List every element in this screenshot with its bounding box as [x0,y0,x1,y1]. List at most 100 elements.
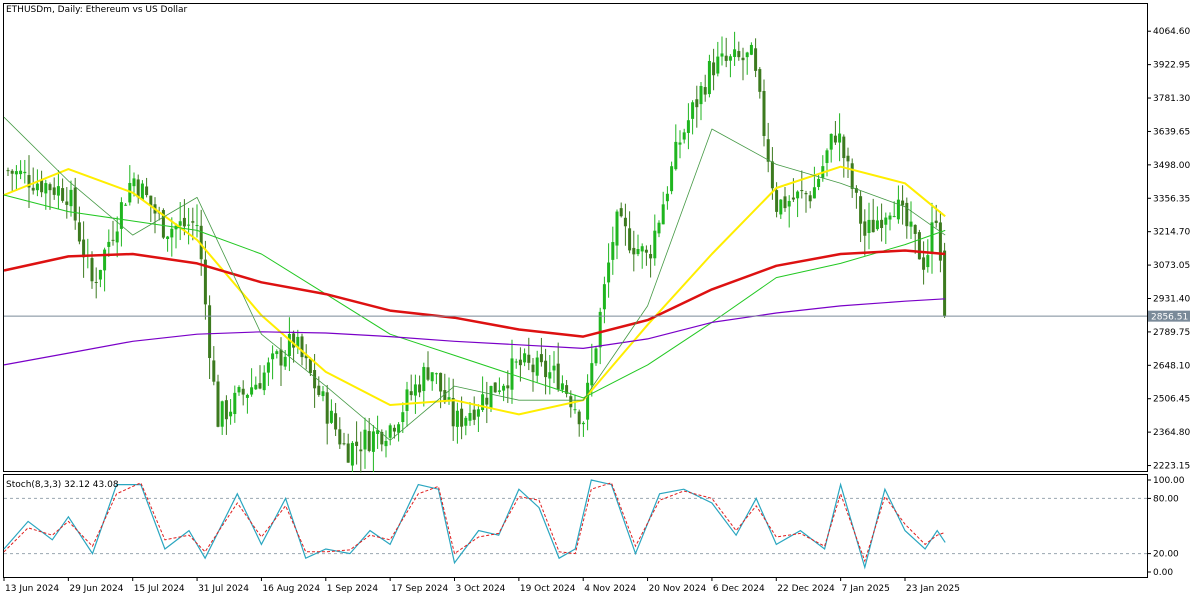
candle-body [775,190,779,212]
time-tick-label: 1 Sep 2024 [327,584,379,594]
candle-body [791,197,795,200]
candle-body [489,386,493,409]
candle-body [35,183,39,191]
candle-body [426,367,430,380]
candle-body [418,384,422,393]
candle-body [245,394,249,398]
candle-body [871,219,875,233]
candle-body [56,186,60,196]
candle-body [266,362,270,373]
candle-body [539,354,543,363]
candle-body [682,132,686,140]
candle-body [371,431,375,452]
stoch-main-line [3,479,946,570]
candle-body [413,384,417,396]
candle-body [560,383,564,390]
candle-body [493,382,497,393]
price-tick-label: 2364.80 [1153,428,1190,438]
ma-thin-line [3,116,946,441]
candle-body [464,417,468,426]
candle-body [502,385,506,391]
candle-body [838,133,842,143]
candle-body [397,424,401,433]
candle-body [661,204,665,225]
candle-body [565,385,569,394]
candle-body [44,183,48,194]
stoch-axis: 100.00 80.00 20.00 0.00 [1147,476,1185,578]
candle-body [468,413,472,421]
candle-body [909,221,913,227]
candle-body [619,208,623,217]
candle-body [783,196,787,209]
candle-body [111,239,115,241]
candle-body [888,215,892,220]
candle-body [548,372,552,379]
candle-body [884,217,888,225]
candle-body [6,170,10,172]
candle-body [136,179,140,198]
candle-body [262,372,266,391]
price-tick-label: 3498.00 [1153,161,1190,171]
candle-body [409,391,413,396]
price-tick-label: 3214.70 [1153,228,1190,238]
candle-body [712,62,716,76]
candle-body [938,222,942,261]
candle-body [544,360,548,378]
price-tick-label: 2506.45 [1153,395,1190,405]
candle-body [611,242,615,260]
candle-body [598,311,602,348]
candle-body [653,230,657,259]
stoch-tick-label: 80.00 [1153,494,1179,504]
candle-body [867,219,871,233]
current-price-tag: 2856.51 [1148,310,1190,323]
candle-body [355,441,359,446]
candle-body [665,193,669,202]
candle-body [325,392,329,424]
candle-body [208,305,212,358]
price-tick-label: 4064.60 [1153,27,1190,37]
stoch-tick-label: 0.00 [1153,568,1173,578]
candle-body [808,195,812,202]
price-tick-label: 2789.75 [1153,328,1190,338]
candle-body [716,56,720,74]
candle-body [182,217,186,227]
candle-body [90,258,94,282]
time-tick-label: 15 Jul 2024 [134,584,185,594]
candle-body [552,365,556,371]
candle-body [733,49,737,57]
candle-body [334,413,338,430]
ma-red-line [3,249,946,338]
candle-body [392,427,396,432]
candle-body [27,175,31,188]
candle-body [338,429,342,445]
price-tick-label: 3781.30 [1153,94,1190,104]
candle-body [812,187,816,199]
candle-body [497,390,501,392]
candle-body [691,102,695,119]
time-tick-label: 19 Oct 2024 [520,584,576,594]
candle-body [590,363,594,386]
candle-body [216,381,220,427]
candle-body [203,259,207,305]
candle-body [569,396,573,408]
price-axis: 4064.60 3922.95 3781.30 3639.65 3498.00 3356.… [1147,27,1190,472]
candle-body [199,225,203,260]
time-tick-label: 23 Jan 2025 [906,584,960,594]
price-tick-label: 2648.10 [1153,361,1190,371]
candle-body [342,443,346,445]
candle-body [943,250,947,317]
candle-body [434,373,438,375]
candle-body [695,99,699,108]
candle-body [23,171,27,174]
time-tick-label: 20 Nov 2024 [649,584,707,594]
candle-body [905,202,909,227]
candle-body [577,411,581,425]
candle-body [875,220,879,230]
candle-body [796,191,800,199]
candle-body [922,257,926,270]
candle-body [556,363,560,390]
candle-body [283,356,287,367]
candle-body [766,139,770,162]
candle-body [833,135,837,143]
